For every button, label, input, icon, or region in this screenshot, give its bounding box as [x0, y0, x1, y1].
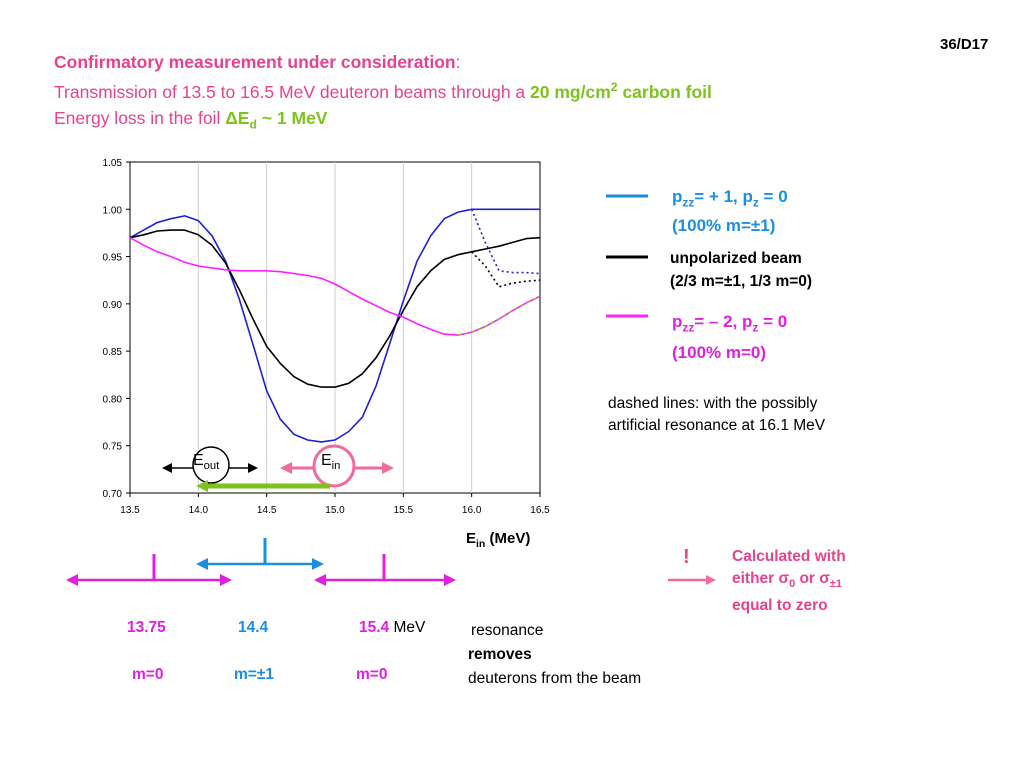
legend-magenta-line1: pzz= – 2, pz = 0 — [672, 312, 788, 335]
dashed-lines-note: dashed lines: with the possibly artifici… — [608, 393, 825, 437]
legend-blue-line2: (100% m=±1) — [672, 216, 776, 236]
title-line-2: Transmission of 13.5 to 16.5 MeV deutero… — [54, 80, 712, 103]
delta-e-value: ~ 1 MeV — [256, 108, 328, 128]
y-tick-label: 0.90 — [103, 300, 123, 311]
x-tick-label: 15.5 — [394, 505, 414, 516]
x-tick-label: 16.5 — [530, 505, 550, 516]
grid-layer — [197, 162, 473, 493]
resonance-line1: resonance — [471, 622, 544, 639]
y-tick-label: 1.05 — [103, 158, 123, 169]
legend-magenta-entry: pzz= – 2, pz = 0 (100% m=0) — [672, 309, 787, 366]
exclamation-mark: ! — [683, 546, 690, 568]
title-line-3: Energy loss in the foil ΔEd ~ 1 MeV — [54, 108, 327, 132]
m-state-pm1: m=±1 — [234, 666, 274, 683]
res3-arrow-right — [444, 574, 456, 586]
x-tick-label: 14.0 — [189, 505, 209, 516]
e-out-arrowhead-right — [248, 463, 258, 473]
y-tick-label: 0.80 — [103, 394, 123, 405]
e-in-arrowhead-left — [280, 462, 292, 474]
e-in-circle — [312, 444, 356, 488]
y-tick-label: 0.85 — [103, 347, 123, 358]
tick-layer: 13.5 14.0 14.5 15.0 15.5 16.0 16.5 0.70 0.75 0.80… — [103, 158, 551, 516]
plot-overlays — [162, 444, 394, 492]
m-state-0-right: m=0 — [356, 666, 388, 683]
calc-note-line2: either σ0 or σ±1 — [732, 570, 842, 591]
title-line3-text: Energy loss in the foil — [54, 108, 226, 128]
calc-note-line1: Calculated with — [732, 548, 846, 565]
calc-note-line3: equal to zero — [732, 597, 828, 615]
title-colon: : — [455, 52, 461, 72]
delta-e-subscript: d — [249, 117, 257, 132]
x-tick-label: 15.0 — [325, 505, 345, 516]
resonance-line3: deuterons from the beam — [468, 670, 642, 687]
e-in-label: Ein — [321, 452, 341, 473]
y-tick-label: 0.75 — [103, 442, 123, 453]
series-line-green-dashed-overlay — [457, 295, 541, 336]
y-tick-label: 1.00 — [103, 205, 123, 216]
delta-e-symbol: ΔE — [225, 108, 250, 128]
y-tick-label: 0.95 — [103, 253, 123, 264]
res2-arrow-right — [312, 558, 324, 570]
res3-arrow-left — [314, 574, 326, 586]
energy-15-4-value: 15.4 — [359, 619, 390, 636]
energy-13-75: 13.75 — [127, 619, 166, 636]
slide-number: 36/D17 — [940, 36, 989, 53]
series-line-blue-dotted — [470, 208, 541, 275]
e-out-circle — [192, 446, 230, 484]
res1-arrow-right — [220, 574, 232, 586]
resonance-line2: removes — [468, 646, 532, 663]
dashed-note-line2: artificial resonance at 16.1 MeV — [608, 417, 826, 434]
x-tick-label: 14.5 — [257, 505, 277, 516]
x-axis-label: Ein (MeV) — [466, 530, 531, 550]
energy-loss-value: ΔEd ~ 1 MeV — [225, 108, 328, 132]
legend-black-entry: unpolarized beam (2/3 m=±1, 1/3 m=0) — [670, 247, 812, 293]
title-line2-text: Transmission of 13.5 to 16.5 MeV deutero… — [54, 81, 531, 102]
e-in-arrowhead-right — [382, 462, 394, 474]
title-main: Confirmatory measurement under considera… — [54, 52, 456, 72]
foil-material: carbon foil — [617, 81, 712, 102]
legend-black-line1: unpolarized beam — [670, 250, 802, 267]
energy-loss-arrowhead — [196, 480, 208, 492]
title-line-1: Confirmatory measurement under considera… — [54, 52, 461, 73]
foil-thickness-value: 20 mg/cm — [530, 81, 611, 102]
energy-unit: MeV — [389, 619, 426, 636]
calculation-note: Calculated with either σ0 or σ±1 equal t… — [732, 546, 846, 617]
legend-black-line2: (2/3 m=±1, 1/3 m=0) — [670, 273, 813, 290]
y-tick-label: 0.70 — [103, 489, 123, 500]
series-layer — [129, 208, 541, 443]
dashed-note-line1: dashed lines: with the possibly — [608, 395, 818, 412]
legend-blue-entry: pzz= + 1, pz = 0 (100% m=±1) — [672, 185, 788, 238]
resonance-text: resonance removes deuterons from the bea… — [468, 619, 641, 691]
legend-blue-line1: pzz= + 1, pz = 0 — [672, 187, 788, 210]
x-tick-label: 13.5 — [120, 505, 140, 516]
foil-thickness: 20 mg/cm2 carbon foil — [530, 80, 712, 102]
resonance-indicators — [66, 538, 456, 586]
res2-arrow-left — [196, 558, 208, 570]
series-line-black-dotted — [471, 251, 541, 288]
x-tick-label: 16.0 — [462, 505, 482, 516]
energy-14-4: 14.4 — [238, 619, 269, 636]
foil-thickness-exponent: 2 — [610, 80, 618, 94]
res1-arrow-left — [66, 574, 78, 586]
calc-note-arrowhead — [706, 575, 716, 585]
e-out-label: Eout — [193, 452, 220, 473]
m-state-0-left: m=0 — [132, 666, 164, 683]
energy-15-4: 15.4 MeV — [359, 619, 425, 637]
legend-magenta-line2: (100% m=0) — [672, 343, 767, 363]
e-out-arrowhead-left — [162, 463, 172, 473]
